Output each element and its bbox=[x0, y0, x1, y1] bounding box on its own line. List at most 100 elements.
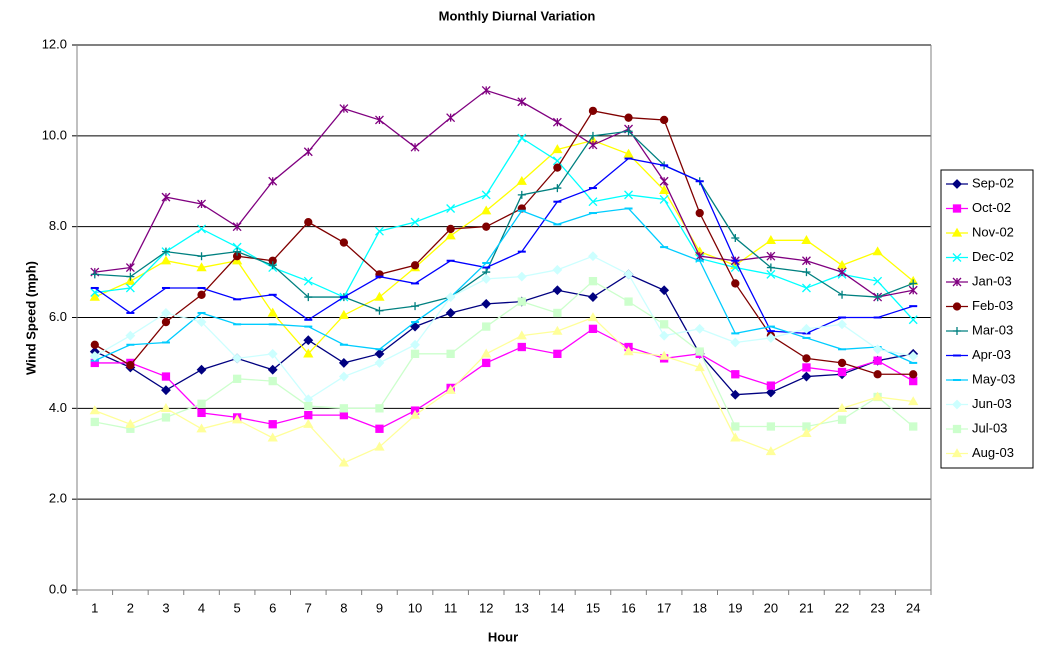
marker bbox=[339, 410, 349, 420]
marker bbox=[481, 273, 492, 284]
marker bbox=[409, 409, 421, 419]
marker bbox=[952, 253, 962, 262]
x-tick-label: 3 bbox=[162, 600, 169, 615]
marker bbox=[766, 422, 776, 431]
marker bbox=[481, 348, 492, 358]
marker bbox=[588, 140, 598, 150]
marker bbox=[126, 361, 135, 370]
marker bbox=[161, 192, 171, 202]
marker bbox=[801, 283, 811, 293]
marker bbox=[873, 293, 882, 302]
series-line bbox=[94, 137, 914, 321]
marker bbox=[801, 371, 812, 382]
marker bbox=[731, 422, 740, 431]
marker bbox=[410, 217, 420, 227]
marker bbox=[659, 176, 669, 186]
marker bbox=[624, 127, 633, 136]
y-tick-label: 8.0 bbox=[49, 218, 67, 233]
marker bbox=[445, 230, 456, 240]
x-tick-label: 17 bbox=[657, 600, 671, 615]
marker bbox=[446, 224, 455, 234]
marker bbox=[517, 342, 526, 352]
x-tick-label: 1 bbox=[91, 600, 98, 615]
marker bbox=[517, 297, 526, 306]
marker bbox=[160, 403, 172, 412]
marker bbox=[765, 333, 776, 343]
marker bbox=[268, 420, 277, 429]
marker bbox=[952, 277, 962, 287]
marker bbox=[872, 391, 883, 401]
x-tick-label: 12 bbox=[479, 600, 493, 615]
marker bbox=[588, 277, 598, 286]
marker bbox=[908, 396, 919, 406]
marker bbox=[837, 319, 847, 330]
x-tick-label: 20 bbox=[764, 600, 778, 615]
marker bbox=[445, 308, 456, 318]
series-line bbox=[94, 110, 914, 375]
legend-label: May-03 bbox=[972, 371, 1015, 386]
marker bbox=[374, 226, 384, 236]
marker bbox=[197, 199, 207, 209]
marker bbox=[339, 404, 349, 413]
marker bbox=[303, 348, 314, 358]
marker bbox=[836, 403, 848, 412]
marker bbox=[730, 432, 741, 442]
legend-label: Oct-02 bbox=[972, 200, 1011, 215]
marker bbox=[552, 285, 563, 296]
marker bbox=[837, 267, 847, 277]
marker bbox=[624, 297, 633, 306]
marker bbox=[481, 85, 491, 95]
series-line bbox=[94, 130, 914, 312]
marker bbox=[89, 291, 100, 301]
marker bbox=[588, 106, 598, 116]
marker bbox=[161, 385, 171, 396]
x-tick-label: 14 bbox=[550, 600, 564, 615]
legend-label: Apr-03 bbox=[972, 347, 1011, 362]
marker bbox=[410, 339, 420, 350]
marker bbox=[232, 242, 242, 252]
marker bbox=[952, 424, 962, 434]
x-tick-label: 16 bbox=[621, 600, 635, 615]
marker bbox=[766, 251, 776, 261]
marker bbox=[338, 457, 349, 467]
marker bbox=[623, 269, 634, 280]
marker bbox=[338, 371, 349, 382]
marker bbox=[588, 251, 598, 262]
series-line bbox=[94, 89, 914, 298]
marker bbox=[125, 418, 136, 428]
marker bbox=[951, 227, 963, 237]
marker bbox=[374, 441, 385, 451]
marker bbox=[731, 234, 740, 243]
marker bbox=[304, 293, 313, 302]
marker bbox=[267, 307, 278, 317]
marker bbox=[801, 234, 812, 244]
x-tick-label: 8 bbox=[340, 600, 347, 615]
marker bbox=[908, 351, 919, 362]
marker bbox=[161, 413, 171, 422]
marker bbox=[303, 335, 314, 346]
marker bbox=[303, 147, 313, 157]
x-tick-label: 15 bbox=[586, 600, 600, 615]
marker bbox=[953, 327, 961, 335]
marker bbox=[552, 117, 562, 127]
x-tick-label: 24 bbox=[906, 600, 920, 615]
marker bbox=[516, 330, 527, 340]
marker bbox=[374, 348, 385, 359]
x-tick-label: 11 bbox=[444, 600, 458, 615]
marker bbox=[553, 349, 562, 358]
marker bbox=[588, 197, 598, 207]
marker bbox=[909, 376, 918, 386]
marker bbox=[89, 351, 100, 362]
marker bbox=[374, 357, 385, 368]
series-line bbox=[94, 255, 914, 401]
marker bbox=[339, 104, 349, 114]
marker bbox=[908, 315, 918, 325]
marker bbox=[553, 308, 562, 318]
marker bbox=[837, 358, 847, 368]
marker bbox=[623, 346, 634, 356]
marker bbox=[694, 323, 705, 334]
marker bbox=[232, 374, 242, 383]
legend-label: Jul-03 bbox=[972, 420, 1007, 435]
marker bbox=[232, 222, 242, 232]
